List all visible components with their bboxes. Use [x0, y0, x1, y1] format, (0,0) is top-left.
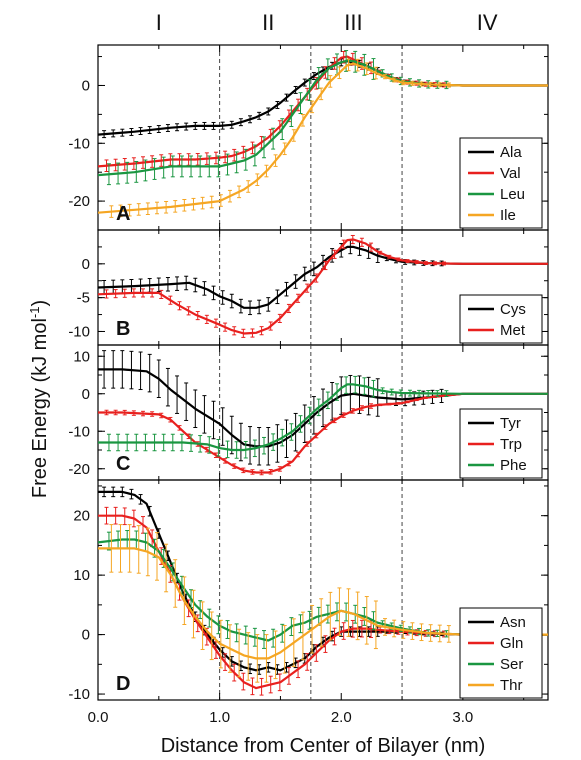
- x-tick-label: 1.0: [209, 709, 230, 726]
- panel-letter-D: D: [116, 673, 130, 695]
- y-tick-label: 0: [82, 386, 90, 403]
- y-axis-title-close: ): [29, 300, 51, 307]
- x-tick-label: 0.0: [88, 709, 109, 726]
- region-label-II: II: [262, 10, 274, 35]
- y-axis-title-sup: -1: [27, 307, 42, 319]
- region-label-IV: IV: [477, 10, 498, 35]
- legend-label-thr: Thr: [500, 677, 523, 694]
- legend: Tyr Trp Phe: [460, 409, 542, 478]
- legend-label-leu: Leu: [500, 186, 525, 203]
- legend-label-cys: Cys: [500, 301, 526, 318]
- y-tick-label: 0: [82, 627, 90, 644]
- legend-label-asn: Asn: [500, 614, 526, 631]
- legend-label-trp: Trp: [500, 436, 522, 453]
- y-tick-label: -20: [68, 461, 90, 478]
- panel-letter-B: B: [116, 318, 130, 340]
- error-bars: [102, 240, 444, 314]
- panel-A: 0 -10 -20 A Ala Val Leu Ile: [68, 45, 548, 230]
- x-axis: 0.0 1.0 2.0 3.0: [88, 709, 474, 726]
- y-axis-title: Free Energy (kJ mol-1): [27, 300, 51, 498]
- panel-C: 10 0 -10 -20 C Tyr Trp Phe: [68, 345, 548, 480]
- y-tick-label: 0: [82, 256, 90, 273]
- legend-label-val: Val: [500, 165, 521, 182]
- y-axis-title-main: Free Energy (kJ mol: [29, 318, 51, 498]
- panel-letter-A: A: [116, 203, 130, 225]
- legend-label-ser: Ser: [500, 656, 523, 673]
- y-tick-label: -10: [68, 686, 90, 703]
- panel-B: 0 -5 -10 B Cys Met: [68, 230, 548, 345]
- x-axis-title: Distance from Center of Bilayer (nm): [161, 735, 486, 757]
- legend-label-tyr: Tyr: [500, 415, 521, 432]
- panel-letter-C: C: [116, 453, 130, 475]
- y-tick-label: -10: [68, 135, 90, 152]
- y-tick-label: 0: [82, 77, 90, 94]
- region-label-III: III: [344, 10, 362, 35]
- y-tick-label: -5: [77, 290, 90, 307]
- legend-label-ala: Ala: [500, 144, 522, 161]
- legend: Ala Val Leu Ile: [460, 138, 542, 228]
- x-tick-label: 3.0: [452, 709, 473, 726]
- y-tick-label: -20: [68, 193, 90, 210]
- error-bars: [105, 395, 447, 475]
- y-tick-label: -10: [68, 423, 90, 440]
- region-label-I: I: [156, 10, 162, 35]
- panels: 0 -10 -20 A Ala Val Leu Ile 0 -5 -10 B Cys Met 10 0 -10 -…: [68, 45, 548, 703]
- y-tick-label: -10: [68, 323, 90, 340]
- panel-D: 20 10 0 -10 D Asn Gln Ser Thr: [68, 480, 548, 703]
- legend-label-met: Met: [500, 322, 526, 339]
- legend: Asn Gln Ser Thr: [460, 608, 542, 698]
- error-bars: [102, 58, 444, 137]
- legend-label-ile: Ile: [500, 207, 516, 224]
- x-tick-label: 2.0: [331, 709, 352, 726]
- error-bars: [105, 51, 447, 171]
- y-tick-label: 20: [73, 508, 90, 525]
- y-tick-label: 10: [73, 348, 90, 365]
- error-bars: [107, 51, 449, 185]
- legend: Cys Met: [460, 295, 542, 343]
- y-tick-label: 10: [73, 567, 90, 584]
- legend-label-phe: Phe: [500, 457, 527, 474]
- region-labels: I II III IV: [156, 10, 498, 35]
- series-ala: [98, 58, 548, 137]
- legend-label-gln: Gln: [500, 635, 523, 652]
